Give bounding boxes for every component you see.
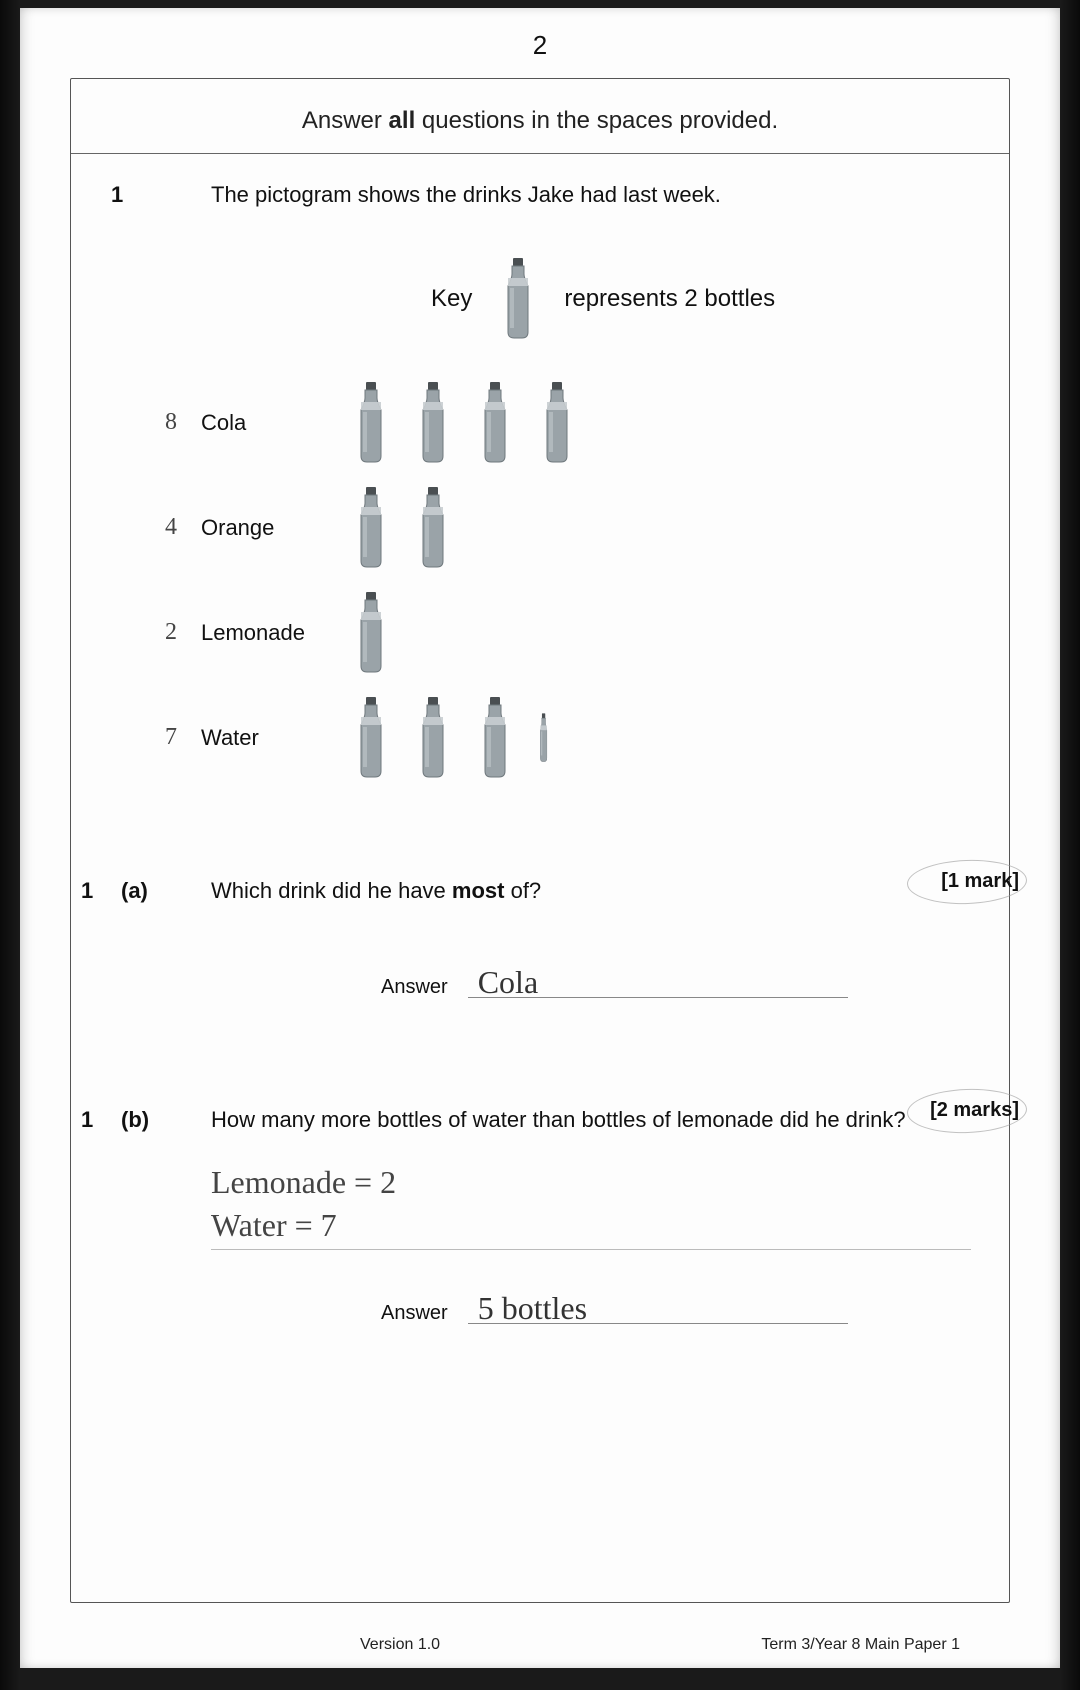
- bottle-icon: [413, 382, 453, 464]
- footer: Version 1.0 Term 3/Year 8 Main Paper 1: [20, 1636, 1060, 1654]
- q1b-working: Lemonade = 2 Water = 7: [211, 1161, 979, 1250]
- key-label: Key: [431, 285, 472, 313]
- q1b-text: How many more bottles of water than bott…: [211, 1107, 979, 1133]
- bottle-icon: [475, 697, 515, 779]
- working-line-2: Water = 7: [211, 1204, 971, 1250]
- bottle-icon: [351, 487, 391, 569]
- page: 2 Answer all questions in the spaces pro…: [20, 8, 1060, 1668]
- q1b-marks: [2 marks]: [930, 1099, 1019, 1122]
- working-line-1: Lemonade = 2: [211, 1161, 979, 1204]
- bottle-group: [351, 382, 577, 464]
- key-desc: represents 2 bottles: [564, 285, 775, 313]
- bottle-icon: [351, 382, 391, 464]
- handwritten-note: 4: [141, 514, 201, 541]
- page-number: 2: [20, 8, 1060, 61]
- content-frame: Answer all questions in the spaces provi…: [70, 78, 1010, 1603]
- q1b-answer-value: 5 bottles: [468, 1290, 848, 1324]
- q1b-part: (b): [121, 1107, 149, 1133]
- q1a-answer-line: Answer Cola: [381, 964, 979, 999]
- handwritten-note: 7: [141, 724, 201, 751]
- bottle-icon: [351, 697, 391, 779]
- drink-label: Orange: [201, 515, 351, 541]
- pictogram-key: Key represents 2 bottles: [431, 258, 979, 340]
- q1b-answer-line: Answer 5 bottles: [381, 1290, 979, 1325]
- bottle-group: [351, 592, 391, 674]
- q1-text: The pictogram shows the drinks Jake had …: [211, 182, 979, 208]
- instruction: Answer all questions in the spaces provi…: [71, 79, 1009, 153]
- half-bottle-icon: [537, 697, 577, 779]
- drink-label: Water: [201, 725, 351, 751]
- q1a-post: of?: [504, 878, 541, 903]
- drink-label: Cola: [201, 410, 351, 436]
- instruction-bold: all: [389, 107, 416, 134]
- handwritten-note: 2: [141, 619, 201, 646]
- footer-paper: Term 3/Year 8 Main Paper 1: [761, 1636, 960, 1654]
- bottle-icon: [413, 697, 453, 779]
- q1b-number: 1: [81, 1107, 93, 1133]
- question-1b: 1 (b) How many more bottles of water tha…: [71, 1079, 1009, 1325]
- q1a-text: Which drink did he have most of?: [211, 878, 979, 904]
- q1a-part: (a): [121, 878, 148, 904]
- bottle-icon: [475, 382, 515, 464]
- answer-label: Answer: [381, 976, 448, 999]
- bottle-group: [351, 487, 453, 569]
- bottle-icon: [498, 258, 538, 340]
- footer-version: Version 1.0: [360, 1636, 440, 1654]
- q1a-answer-value: Cola: [468, 964, 848, 998]
- answer-label: Answer: [381, 1302, 448, 1325]
- question-1: 1 The pictogram shows the drinks Jake ha…: [71, 154, 1009, 790]
- pictogram-row: 2Lemonade: [141, 580, 979, 685]
- q1a-number: 1: [81, 878, 93, 904]
- bottle-icon: [351, 592, 391, 674]
- pictogram-row: 7Water: [141, 685, 979, 790]
- q1a-bold: most: [452, 878, 505, 903]
- handwritten-note: 8: [141, 409, 201, 436]
- q1a-marks: [1 mark]: [941, 870, 1019, 893]
- q1a-pre: Which drink did he have: [211, 878, 452, 903]
- bottle-icon: [413, 487, 453, 569]
- instruction-prefix: Answer: [302, 107, 389, 134]
- pictogram-row: 4Orange: [141, 475, 979, 580]
- pictogram-table: 8Cola4Orange2Lemonade7Water: [141, 370, 979, 790]
- instruction-suffix: questions in the spaces provided.: [415, 107, 778, 134]
- question-1a: 1 (a) Which drink did he have most of? […: [71, 850, 1009, 999]
- bottle-group: [351, 697, 577, 779]
- drink-label: Lemonade: [201, 620, 351, 646]
- bottle-icon: [537, 382, 577, 464]
- q1-number: 1: [111, 182, 123, 208]
- pictogram-row: 8Cola: [141, 370, 979, 475]
